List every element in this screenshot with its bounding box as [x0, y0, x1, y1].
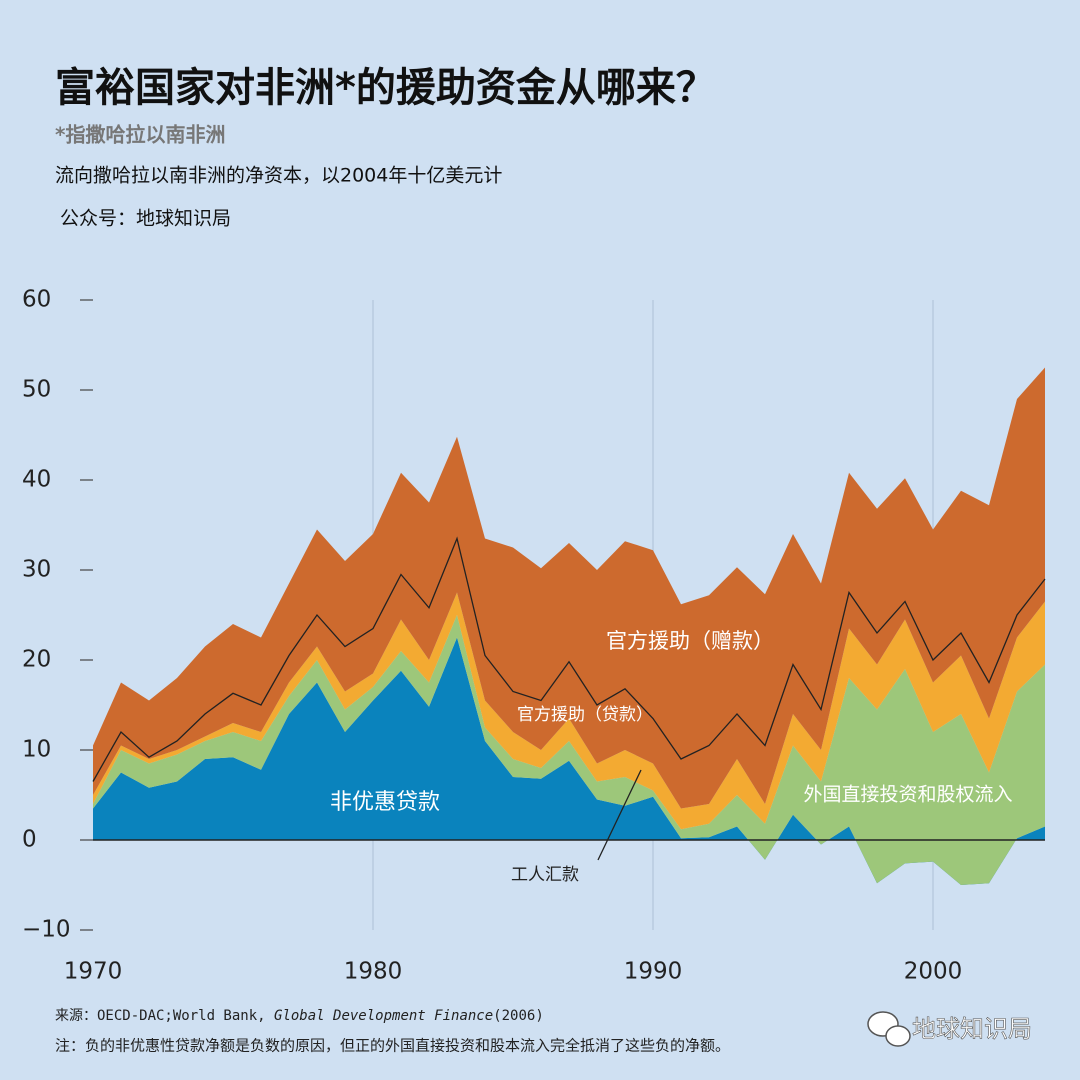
- source: 来源：OECD-DAC;World Bank, Global Developme…: [55, 1008, 544, 1024]
- area: [93, 538, 1045, 809]
- legend-label: 工人汇款: [511, 865, 579, 885]
- description: 流向撒哈拉以南非洲的净资本，以2004年十亿美元计: [55, 165, 502, 187]
- x-tick-label: 1990: [624, 959, 683, 985]
- x-tick-label: 2000: [904, 959, 963, 985]
- y-tick-label: 50: [22, 377, 51, 403]
- y-tick-label: 30: [22, 557, 51, 583]
- series-line: [92, 536, 1046, 782]
- legend-label: 外国直接投资和股权流入: [803, 784, 1012, 806]
- note: 注：负的非优惠性贷款净额是负数的原因，但正的外国直接投资和股本流入完全抵消了这些…: [55, 1037, 730, 1055]
- source-italic: Global Development Finance: [274, 1008, 493, 1024]
- pointer: [597, 769, 642, 861]
- y-tick-label: 20: [22, 647, 51, 673]
- legend-label: 官方援助（赠款）: [606, 629, 774, 653]
- legend-label: 非优惠贷款: [330, 790, 440, 815]
- y-tick-label: 40: [22, 467, 51, 493]
- plot: 1970 1980 1990 2000 −10 0 10 20 30 40 50 60 非优惠贷款 外国直…: [22, 287, 1046, 985]
- x-tick-label: 1970: [64, 959, 123, 985]
- x-tick-label: 1980: [344, 959, 403, 985]
- legend-label: 官方援助（贷款）: [517, 705, 653, 725]
- wechat-icon: [867, 1011, 911, 1047]
- y-tick-label: 10: [22, 737, 51, 763]
- credit: 公众号：地球知识局: [60, 208, 231, 230]
- subtitle: *指撒哈拉以南非洲: [55, 123, 225, 147]
- y-tick-label: 60: [22, 287, 51, 313]
- source-prefix: 来源：OECD-DAC;World Bank,: [55, 1008, 274, 1024]
- area: [93, 615, 1045, 885]
- area: [93, 367, 1045, 782]
- area: [93, 637, 1045, 885]
- y-tick-label: 0: [22, 827, 37, 853]
- chart-title: 富裕国家对非洲*的援助资金从哪来？: [55, 65, 716, 111]
- watermark: 地球知识局: [912, 1015, 1032, 1043]
- source-suffix: (2006): [493, 1008, 544, 1024]
- y-tick-label: −10: [22, 917, 71, 943]
